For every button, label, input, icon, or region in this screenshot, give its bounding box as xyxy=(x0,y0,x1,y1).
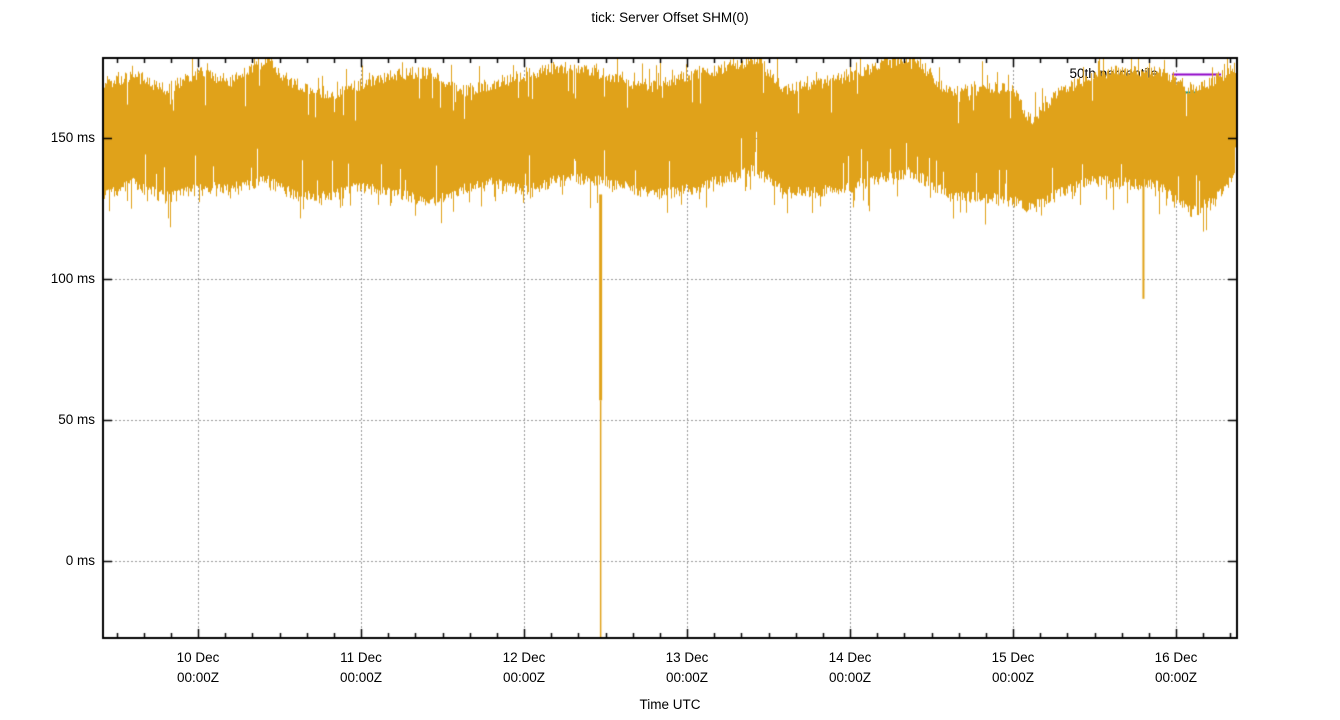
x-tick-label: 15 Dec 00:00Z xyxy=(991,650,1035,685)
y-tick-label: 0 ms xyxy=(65,553,95,569)
x-tick-label: 14 Dec 00:00Z xyxy=(828,650,872,685)
x-tick-label: 12 Dec 00:00Z xyxy=(502,650,546,685)
x-tick-label: 10 Dec 00:00Z xyxy=(176,650,220,685)
x-tick-label: 16 Dec 00:00Z xyxy=(1154,650,1198,685)
y-tick-label: 50 ms xyxy=(58,412,95,428)
x-axis-title: Time UTC xyxy=(639,697,701,712)
chart-title: tick: Server Offset SHM(0) xyxy=(591,10,749,25)
y-tick-label: 150 ms xyxy=(50,130,95,146)
y-tick-label: 100 ms xyxy=(50,271,95,287)
legend-label-50th-percentile: 50th percentile xyxy=(1069,66,1158,81)
x-tick-label: 13 Dec 00:00Z xyxy=(665,650,709,685)
x-tick-label: 11 Dec 00:00Z xyxy=(340,650,383,685)
